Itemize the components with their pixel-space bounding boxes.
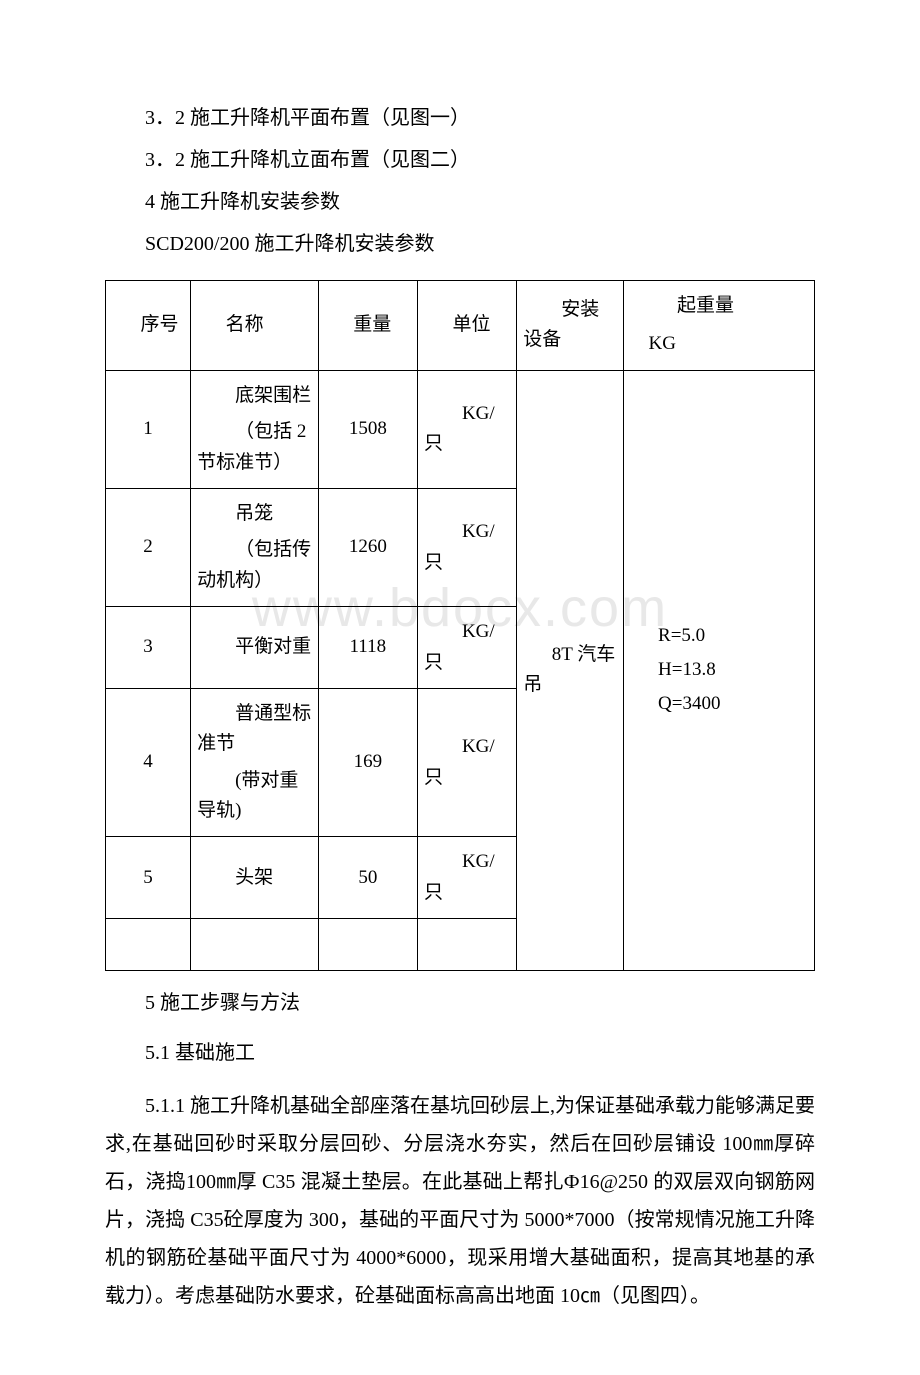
cell-xh-3: 3 xyxy=(106,607,191,689)
cell-empty xyxy=(106,919,191,970)
header-sb: 安装设备 xyxy=(517,281,623,371)
cell-dw-3: KG/只 xyxy=(417,607,516,689)
cell-dw-2: KG/只 xyxy=(417,488,516,606)
cell-mc-5: 头架 xyxy=(191,837,319,919)
cell-empty xyxy=(318,919,417,970)
cell-dw-1: KG/只 xyxy=(417,370,516,488)
parameters-table: 序号 名称 重量 单位 安装设备 起重量 KG 1 底架围栏 （包括 2 节标准… xyxy=(105,280,815,971)
cell-xh-1: 1 xyxy=(106,370,191,488)
header-dw: 单位 xyxy=(417,281,516,371)
cell-sb-merged: 8T 汽车吊 xyxy=(517,370,623,970)
line-scd: SCD200/200 施工升降机安装参数 xyxy=(105,226,815,262)
cell-zl-5: 50 xyxy=(318,837,417,919)
section-5: 5 施工步骤与方法 xyxy=(105,985,815,1021)
header-xh: 序号 xyxy=(106,281,191,371)
cell-zl-1: 1508 xyxy=(318,370,417,488)
cell-mc-4: 普通型标准节 (带对重导轨) xyxy=(191,688,319,837)
header-qz: 起重量 KG xyxy=(623,281,814,371)
line-4: 4 施工升降机安装参数 xyxy=(105,184,815,220)
cell-zl-4: 169 xyxy=(318,688,417,837)
cell-zl-2: 1260 xyxy=(318,488,417,606)
section-5-1: 5.1 基础施工 xyxy=(105,1035,815,1071)
header-zl: 重量 xyxy=(318,281,417,371)
cell-qz-merged: R=5.0 H=13.8 Q=3400 xyxy=(623,370,814,970)
cell-mc-3: 平衡对重 xyxy=(191,607,319,689)
cell-dw-5: KG/只 xyxy=(417,837,516,919)
section-5-1-1: 5.1.1 施工升降机基础全部座落在基坑回砂层上,为保证基础承载力能够满足要求,… xyxy=(105,1087,815,1315)
table-row: 1 底架围栏 （包括 2 节标准节） 1508 KG/只 8T 汽车吊 R=5.… xyxy=(106,370,815,488)
line-3-2b: 3．2 施工升降机立面布置（见图二） xyxy=(105,142,815,178)
cell-zl-3: 1118 xyxy=(318,607,417,689)
line-3-2a: 3．2 施工升降机平面布置（见图一） xyxy=(105,100,815,136)
cell-xh-4: 4 xyxy=(106,688,191,837)
table-header-row: 序号 名称 重量 单位 安装设备 起重量 KG xyxy=(106,281,815,371)
header-mc: 名称 xyxy=(191,281,319,371)
cell-mc-1: 底架围栏 （包括 2 节标准节） xyxy=(191,370,319,488)
cell-dw-4: KG/只 xyxy=(417,688,516,837)
cell-empty xyxy=(191,919,319,970)
cell-xh-2: 2 xyxy=(106,488,191,606)
document-content: 3．2 施工升降机平面布置（见图一） 3．2 施工升降机立面布置（见图二） 4 … xyxy=(105,100,815,1315)
cell-empty xyxy=(417,919,516,970)
cell-mc-2: 吊笼 （包括传动机构） xyxy=(191,488,319,606)
cell-xh-5: 5 xyxy=(106,837,191,919)
